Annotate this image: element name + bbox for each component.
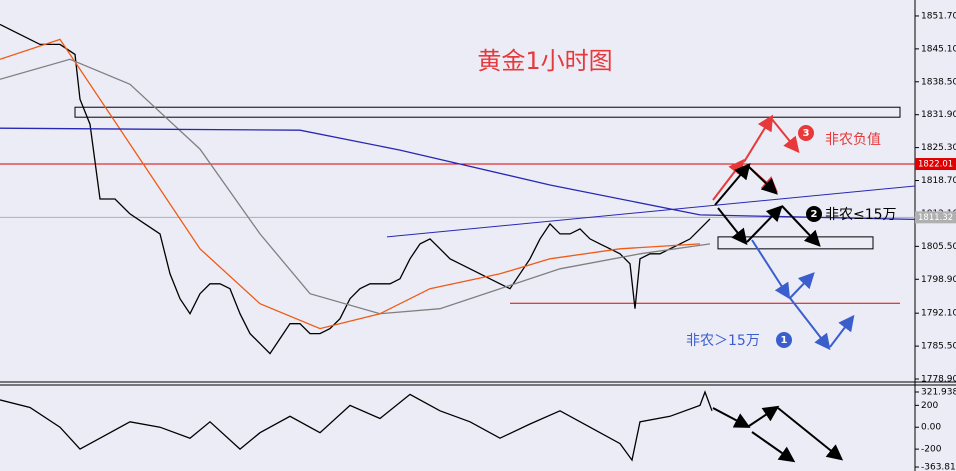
annotation: 2 非农≤15万 bbox=[806, 206, 897, 223]
badge bbox=[806, 206, 822, 222]
arrow bbox=[746, 205, 783, 243]
y-tick-label: 1838.50 bbox=[921, 77, 956, 87]
y-tick-label: 1785.50 bbox=[921, 342, 956, 352]
price-label-box bbox=[915, 211, 956, 224]
series-line bbox=[0, 38, 701, 330]
annotation: 3 非农负值 bbox=[798, 125, 881, 148]
badge-label: 3 bbox=[803, 128, 810, 139]
arrow bbox=[751, 239, 791, 300]
y-tick-label: 1798.90 bbox=[921, 275, 956, 285]
y-tick-label: 1805.50 bbox=[921, 242, 956, 252]
annotation-text: 非农≤15万 bbox=[825, 207, 897, 223]
trend-line bbox=[386, 185, 916, 238]
y-tick-label: 1831.90 bbox=[921, 110, 956, 120]
badge-label: 2 bbox=[811, 209, 818, 220]
arrow bbox=[717, 207, 748, 246]
zone-box bbox=[74, 106, 901, 118]
arrow bbox=[747, 165, 778, 195]
y-tick-label: 1818.70 bbox=[921, 176, 956, 186]
arrow bbox=[712, 407, 751, 428]
y-tick-label: 200 bbox=[921, 401, 938, 411]
annotation-text: 非农负值 bbox=[825, 132, 881, 148]
y-tick-label: 1778.90 bbox=[921, 375, 956, 385]
badge-label: 1 bbox=[781, 335, 788, 346]
annotation: 1 非农＞15万 bbox=[686, 332, 792, 349]
badge bbox=[776, 332, 792, 348]
series-line bbox=[0, 127, 916, 221]
arrow bbox=[751, 431, 796, 463]
price-label: 1822.01 bbox=[918, 160, 953, 170]
zone-box bbox=[717, 236, 874, 250]
arrow bbox=[781, 205, 821, 247]
y-tick-label: -363.816 bbox=[921, 463, 956, 471]
y-tick-label: 1851.70 bbox=[921, 11, 956, 21]
y-tick-label: 321.9386 bbox=[921, 388, 956, 398]
arrow bbox=[789, 272, 815, 299]
price-label-box bbox=[915, 158, 956, 171]
y-tick-label: 0.00 bbox=[921, 423, 941, 433]
arrow bbox=[748, 405, 780, 427]
y-tick-label: -200 bbox=[921, 445, 942, 455]
chart-title: 黄金1小时图 bbox=[477, 47, 612, 75]
y-tick-label: 1845.10 bbox=[921, 44, 956, 54]
arrow bbox=[714, 162, 751, 206]
series-line bbox=[0, 390, 713, 462]
price-label: 1811.32 bbox=[918, 213, 953, 223]
arrow bbox=[777, 407, 844, 461]
y-tick-label: 1825.30 bbox=[921, 143, 956, 153]
arrow bbox=[829, 314, 855, 348]
badge bbox=[798, 125, 814, 141]
arrow bbox=[770, 117, 800, 154]
arrow bbox=[789, 297, 831, 351]
plot-area bbox=[0, 23, 916, 462]
scenario-arrows bbox=[712, 114, 855, 463]
series-line bbox=[0, 58, 711, 315]
y-tick-label: 1792.10 bbox=[921, 309, 956, 319]
annotation-text: 非农＞15万 bbox=[686, 333, 760, 349]
series-line bbox=[0, 23, 711, 355]
arrow bbox=[743, 114, 774, 163]
